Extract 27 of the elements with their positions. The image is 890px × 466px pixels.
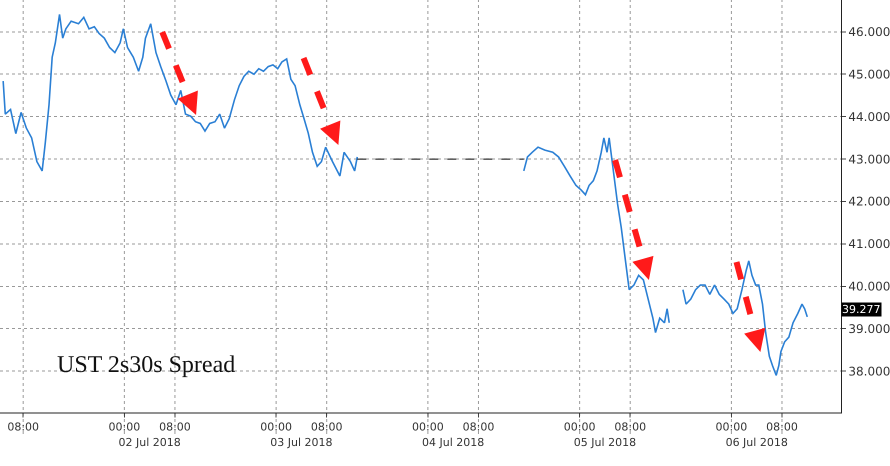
y-tick-label: 45.000 xyxy=(848,67,890,82)
x-tick-label: 08:00 xyxy=(159,420,191,434)
text: 39.277 xyxy=(842,303,880,316)
x-tick-label: 00:00 xyxy=(412,420,444,434)
x-tick-label: 08:00 xyxy=(310,420,343,434)
x-tick-label: 08:00 xyxy=(766,420,798,434)
x2-tick-label: 04 Jul 2018 xyxy=(422,436,484,449)
y-tick-label: 44.000 xyxy=(848,110,890,124)
x2-tick-label: 06 Jul 2018 xyxy=(726,436,788,449)
x-tick-label: 00:00 xyxy=(716,420,748,434)
x-tick-label: 08:00 xyxy=(462,420,494,434)
y-tick-label: 40.000 xyxy=(848,280,890,294)
y-tick-label: 41.000 xyxy=(848,237,890,252)
x-tick-label: 00:00 xyxy=(564,420,596,434)
y-tick-label: 39.000 xyxy=(848,322,890,336)
x2-tick-label: 03 Jul 2018 xyxy=(270,436,333,449)
x-tick-label: 00:00 xyxy=(108,420,140,434)
x2-tick-label: 05 Jul 2018 xyxy=(574,436,636,449)
y-tick-label: 43.000 xyxy=(848,152,890,166)
text: UST 2s30s Spread xyxy=(57,352,236,378)
x-tick-label: 00:00 xyxy=(260,420,292,434)
y-tick-label: 46.000 xyxy=(848,25,890,40)
x-tick-label: 08:00 xyxy=(614,420,646,434)
x-tick-label: 08:00 xyxy=(7,420,40,434)
x2-tick-label: 02 Jul 2018 xyxy=(118,436,181,449)
y-tick-label: 38.000 xyxy=(848,364,890,378)
y-tick-label: 42.000 xyxy=(848,194,890,209)
